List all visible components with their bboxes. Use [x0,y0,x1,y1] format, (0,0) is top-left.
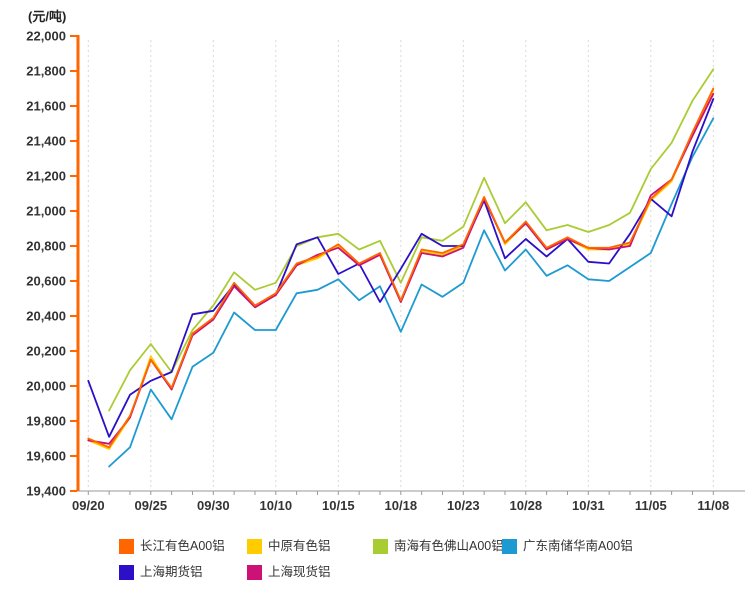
svg-text:09/30: 09/30 [197,498,230,513]
y-axis-unit-label: (元/吨) [28,9,67,24]
svg-text:20,400: 20,400 [26,309,66,324]
svg-text:10/31: 10/31 [572,498,605,513]
svg-text:10/15: 10/15 [322,498,355,513]
svg-text:11/05: 11/05 [635,498,667,513]
series-line-2 [108,68,715,412]
svg-text:21,800: 21,800 [26,64,66,79]
svg-text:19,800: 19,800 [26,414,66,429]
legend-item-guangdong: 广东南储华南A00铝 [502,538,633,554]
svg-text:10/18: 10/18 [385,498,418,513]
legend-label-changjiang: 长江有色A00铝 [140,539,225,553]
legend-swatch-nanhai [373,538,388,554]
legend-label-shanghai-qihuo: 上海期货铝 [140,565,203,579]
svg-text:19,400: 19,400 [26,484,66,499]
svg-text:22,000: 22,000 [26,29,66,44]
svg-text:09/25: 09/25 [135,498,168,513]
legend-item-nanhai: 南海有色佛山A00铝 [373,538,504,554]
legend-swatch-guangdong [502,538,517,554]
legend-swatch-zhongyuan [247,538,262,554]
price-line-chart: 22,000 21,800 21,600 21,400 21,200 21,000 20,8… [26,29,745,513]
legend-swatch-changjiang [119,538,134,554]
legend-swatch-shanghai-xianhuo [247,564,262,580]
svg-text:21,000: 21,000 [26,204,66,219]
svg-text:21,400: 21,400 [26,134,66,149]
svg-text:10/23: 10/23 [447,498,480,513]
legend-label-zhongyuan: 中原有色铝 [268,539,331,553]
legend-label-nanhai: 南海有色佛山A00铝 [394,539,504,553]
series-line-0 [87,87,715,449]
svg-text:21,200: 21,200 [26,169,66,184]
svg-text:09/20: 09/20 [72,498,105,513]
legend-label-shanghai-xianhuo: 上海现货铝 [268,565,331,579]
legend-item-shanghai-xianhuo: 上海现货铝 [247,564,331,580]
legend-label-guangdong: 广东南储华南A00铝 [523,539,633,553]
legend-item-zhongyuan: 中原有色铝 [247,538,331,554]
legend-swatch-shanghai-qihuo [119,564,134,580]
svg-text:21,600: 21,600 [26,99,66,114]
svg-text:10/10: 10/10 [260,498,293,513]
svg-text:20,000: 20,000 [26,379,66,394]
legend-item-shanghai-qihuo: 上海期货铝 [119,564,203,580]
svg-text:19,600: 19,600 [26,449,66,464]
svg-text:20,800: 20,800 [26,239,66,254]
series-line-3 [108,117,715,468]
svg-text:10/28: 10/28 [510,498,543,513]
svg-text:20,600: 20,600 [26,274,66,289]
svg-text:20,200: 20,200 [26,344,66,359]
svg-text:11/08: 11/08 [697,498,729,513]
series-line-4 [87,98,715,438]
legend-item-changjiang: 长江有色A00铝 [119,538,225,554]
